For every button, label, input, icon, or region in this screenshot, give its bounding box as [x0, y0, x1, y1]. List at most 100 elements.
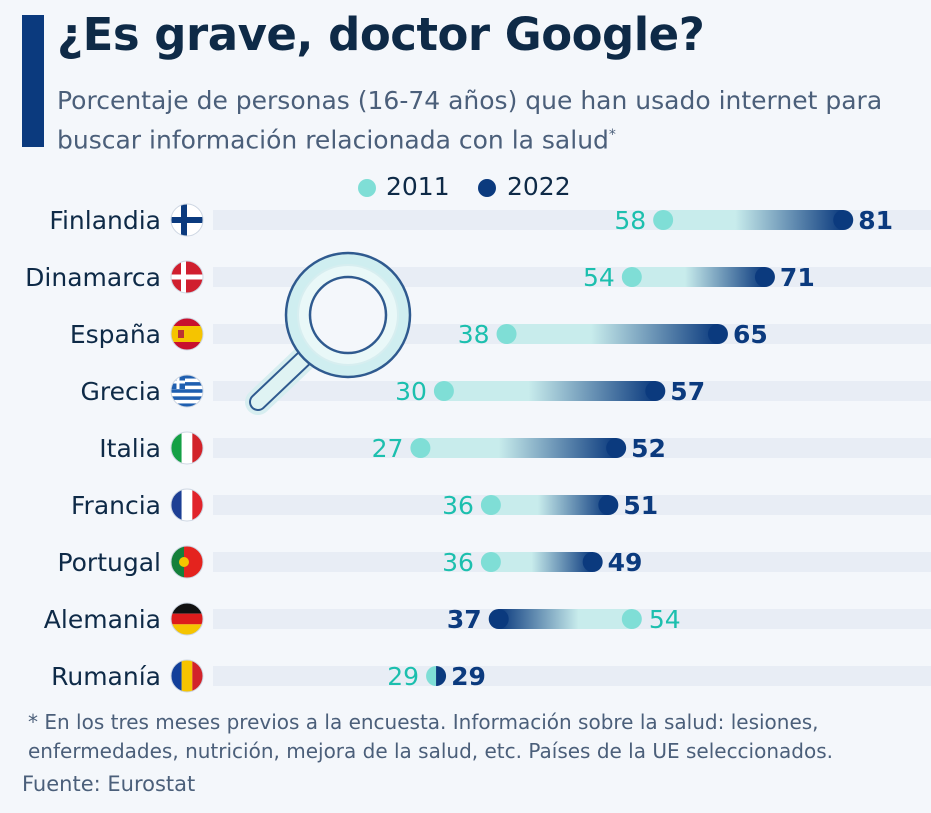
flag-border: [170, 374, 204, 408]
dot-2011: [621, 267, 642, 287]
value-label-2022: 65: [733, 320, 768, 349]
dot-2022: [598, 495, 619, 515]
range-bar: [631, 267, 765, 287]
flag-part: [171, 489, 182, 521]
flag-border: [170, 659, 204, 693]
portugal-flag: [171, 546, 203, 578]
row-rumanía: Rumanía 29 29: [51, 659, 486, 693]
flag-part: [178, 330, 184, 338]
flag-part: [192, 489, 203, 521]
value-label-2022: 49: [608, 548, 643, 577]
dot-2022: [754, 267, 775, 287]
category-label: Rumanía: [51, 662, 161, 691]
value-label-2022: 57: [670, 377, 705, 406]
page-title: ¿Es grave, doctor Google?: [57, 8, 705, 61]
flag-part: [192, 432, 203, 464]
flag-part: [192, 660, 203, 692]
flag-part: [181, 204, 187, 236]
legend-label-2022: 2022: [507, 172, 571, 201]
flag-part: [171, 385, 203, 390]
flag-part: [171, 613, 203, 625]
category-label: Finlandia: [49, 206, 161, 235]
flag-part: [171, 378, 203, 383]
dot-2022: [833, 210, 854, 230]
row-finlandia: Finlandia 58 81: [49, 203, 893, 237]
dot-2022: [488, 609, 509, 629]
value-label-2022: 51: [623, 491, 658, 520]
value-label-2011: 54: [583, 263, 615, 292]
flag-border: [170, 317, 204, 351]
dot-2022: [606, 438, 627, 458]
legend-label-2011: 2011: [386, 172, 450, 201]
value-label-2011: 36: [442, 491, 474, 520]
flag-border: [170, 488, 204, 522]
value-label-2011: 38: [458, 320, 490, 349]
range-bar: [506, 324, 718, 344]
flag-part: [171, 396, 203, 401]
flag-part: [176, 375, 180, 389]
category-label: Grecia: [81, 377, 162, 406]
category-label: Francia: [71, 491, 161, 520]
flag-border: [170, 203, 204, 237]
legend-swatch-2011: [358, 179, 376, 197]
flag-part: [171, 389, 203, 394]
flag-part: [171, 392, 203, 397]
flag-part: [179, 557, 189, 567]
greece-flag: [171, 375, 203, 407]
footnote-mark: *: [608, 127, 616, 143]
flag-part: [171, 403, 203, 407]
track: [213, 666, 931, 686]
row-españa: España 38 65: [70, 317, 768, 351]
flag-part: [171, 326, 203, 342]
flag-border: [170, 431, 204, 465]
row-portugal: Portugal 36 49: [57, 545, 643, 579]
germany-flag: [171, 603, 203, 635]
flag-part: [171, 546, 184, 578]
value-label-2022: 52: [631, 434, 666, 463]
title-accent-bar: [22, 15, 44, 147]
row-italia: Italia 27 52: [99, 431, 666, 465]
flag-part: [181, 432, 193, 464]
subtitle: Porcentaje de personas (16-74 años) que …: [57, 83, 927, 157]
magnifier-icon: [245, 251, 412, 415]
flag-part: [171, 603, 203, 614]
value-label-2011: 30: [395, 377, 427, 406]
dot-2022: [582, 552, 603, 572]
dot-2022: [645, 381, 666, 401]
range-bar: [490, 495, 609, 515]
legend-swatch-2022: [478, 179, 496, 197]
category-label: Italia: [99, 434, 161, 463]
value-label-2011: 54: [649, 605, 681, 634]
dot-2011: [653, 210, 674, 230]
category-label: Portugal: [57, 548, 161, 577]
flag-part: [181, 489, 193, 521]
flag-border: [170, 545, 204, 579]
dot-2022: [436, 666, 447, 686]
finland-flag: [171, 204, 203, 236]
italy-flag: [171, 432, 203, 464]
flag-part: [171, 660, 182, 692]
value-label-2011: 29: [387, 662, 419, 691]
category-label: España: [70, 320, 161, 349]
value-label-2022: 71: [780, 263, 815, 292]
value-label-2022: 37: [447, 605, 482, 634]
category-label: Dinamarca: [25, 263, 161, 292]
flag-border: [170, 260, 204, 294]
value-label-2022: 29: [451, 662, 486, 691]
range-bar: [663, 210, 844, 230]
row-dinamarca: Dinamarca 54 71: [25, 260, 815, 294]
flag-part: [171, 382, 203, 386]
dot-2011: [480, 552, 501, 572]
flag-part: [171, 432, 182, 464]
dot-2011: [433, 381, 454, 401]
row-francia: Francia 36 51: [71, 488, 658, 522]
flag-part: [171, 274, 203, 280]
spain-flag: [171, 318, 203, 350]
range-bar: [443, 381, 656, 401]
category-label: Alemania: [44, 605, 161, 634]
flag-border: [170, 602, 204, 636]
romania-flag: [171, 660, 203, 692]
row-alemania: Alemania 54 37: [44, 602, 681, 636]
dot-2011: [410, 438, 431, 458]
